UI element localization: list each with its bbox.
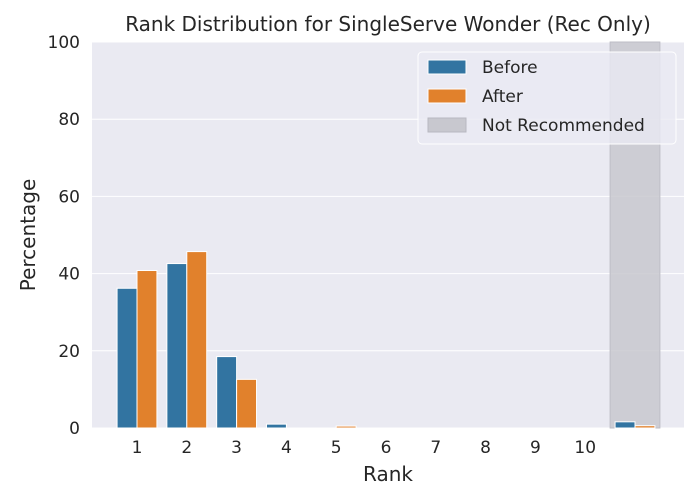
x-tick-label: 3 xyxy=(231,438,242,458)
bar-after xyxy=(634,425,656,429)
legend-label-after: After xyxy=(482,87,523,107)
y-tick-label: 80 xyxy=(58,110,80,130)
x-tick-label: 6 xyxy=(381,438,392,458)
y-tick-label: 60 xyxy=(58,187,80,207)
legend-label-before: Before xyxy=(482,58,538,78)
legend-swatch-before xyxy=(427,59,467,75)
legend: Before After Not Recommended xyxy=(417,51,677,145)
bar-before xyxy=(166,263,188,429)
y-axis-label: Percentage xyxy=(16,179,40,292)
x-axis-label: Rank xyxy=(363,462,413,486)
x-tick-label: 4 xyxy=(281,438,292,458)
y-tick-label: 20 xyxy=(58,342,80,362)
x-tick-label: 9 xyxy=(530,438,541,458)
x-tick-label: 10 xyxy=(574,438,596,458)
bar-after xyxy=(186,251,208,429)
bar-before xyxy=(614,421,636,429)
x-tick-label: 1 xyxy=(132,438,143,458)
bar-before xyxy=(265,423,287,429)
bars xyxy=(116,251,656,429)
x-tick-label: 2 xyxy=(181,438,192,458)
y-tick-label: 40 xyxy=(58,265,80,285)
x-tick-labels: 1 2 3 4 5 6 7 8 9 10 xyxy=(132,438,596,458)
bar-before xyxy=(116,287,138,429)
legend-frame xyxy=(417,51,677,145)
y-tick-label: 100 xyxy=(48,33,80,53)
x-tick-label: 8 xyxy=(480,438,491,458)
bar-after xyxy=(236,378,258,429)
bar-before xyxy=(216,356,238,429)
x-tick-label: 5 xyxy=(331,438,342,458)
y-tick-label: 0 xyxy=(69,419,80,439)
legend-label-not-recommended: Not Recommended xyxy=(482,116,645,136)
x-tick-label: 7 xyxy=(430,438,441,458)
bar-after xyxy=(136,270,158,429)
legend-swatch-not-recommended xyxy=(427,117,467,133)
legend-swatch-after xyxy=(427,88,467,104)
bar-after xyxy=(335,425,357,429)
chart-title: Rank Distribution for SingleServe Wonder… xyxy=(125,12,651,36)
y-tick-labels: 0 20 40 60 80 100 xyxy=(48,33,80,439)
